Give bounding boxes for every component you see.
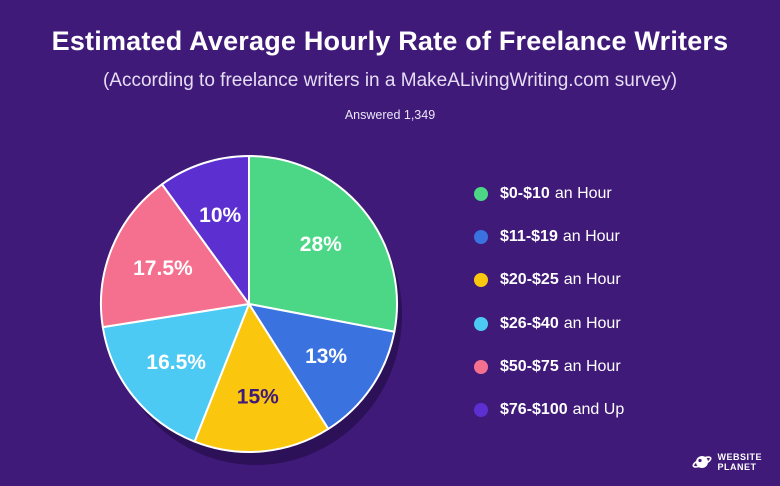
legend-suffix: an Hour xyxy=(563,357,621,375)
pie-slice xyxy=(193,303,330,453)
legend-range: $26-$40 xyxy=(500,314,559,332)
legend-item: $20-$25 an Hour xyxy=(474,259,624,302)
legend-swatch xyxy=(474,229,488,244)
response-count: Answered 1,349 xyxy=(344,108,436,122)
legend-range: $50-$75 xyxy=(500,357,559,375)
legend: $0-$10 an Hour $11-$19 an Hour $20-$25 an Hou… xyxy=(474,172,624,432)
pie-slice xyxy=(161,155,250,305)
pie-slice-label: 17.5% xyxy=(133,257,193,280)
pie-slice xyxy=(248,303,396,430)
legend-item: $11-$19 an Hour xyxy=(474,215,624,258)
chart-title: Estimated Average Hourly Rate of Freelan… xyxy=(51,26,729,56)
pie-slice xyxy=(101,303,250,443)
legend-swatch xyxy=(474,359,488,374)
legend-range: $0-$10 xyxy=(500,184,550,202)
brand-line-1: WEBSITE xyxy=(717,452,762,462)
legend-range: $11-$19 xyxy=(500,227,558,245)
legend-swatch xyxy=(474,403,488,418)
pie-slice xyxy=(100,183,250,329)
legend-item: $50-$75 an Hour xyxy=(474,345,624,388)
legend-swatch xyxy=(474,186,488,201)
legend-suffix: an Hour xyxy=(563,314,621,332)
chart-subtitle: (According to freelance writers in a Mak… xyxy=(102,70,678,91)
legend-suffix: an Hour xyxy=(554,184,612,202)
pie-slice-label: 13% xyxy=(305,345,347,368)
pie-slice-label: 10% xyxy=(199,204,241,227)
legend-swatch xyxy=(474,273,488,288)
legend-item: $26-$40 an Hour xyxy=(474,302,624,345)
legend-suffix: an Hour xyxy=(563,271,621,289)
legend-item: $76-$100 and Up xyxy=(474,388,624,431)
pie-slice-label: 16.5% xyxy=(146,351,206,374)
legend-suffix: an Hour xyxy=(562,227,620,245)
legend-range: $20-$25 xyxy=(500,271,559,289)
legend-range: $76-$100 xyxy=(500,401,568,419)
planet-icon xyxy=(692,456,712,468)
pie-slice xyxy=(248,155,398,333)
legend-item: $0-$10 an Hour xyxy=(474,172,624,215)
pie-slice-label: 15% xyxy=(237,385,279,408)
brand-line-2: PLANET xyxy=(717,462,757,472)
pie-labels: 28% 13% 15% 16.5% 17.5% 10% xyxy=(133,204,347,408)
legend-suffix: and Up xyxy=(572,401,625,419)
pie-slice-label: 28% xyxy=(300,233,342,256)
pie-slices xyxy=(100,155,398,453)
legend-swatch xyxy=(474,316,488,331)
website-planet-logo: WEBSITE PLANET xyxy=(692,452,762,472)
